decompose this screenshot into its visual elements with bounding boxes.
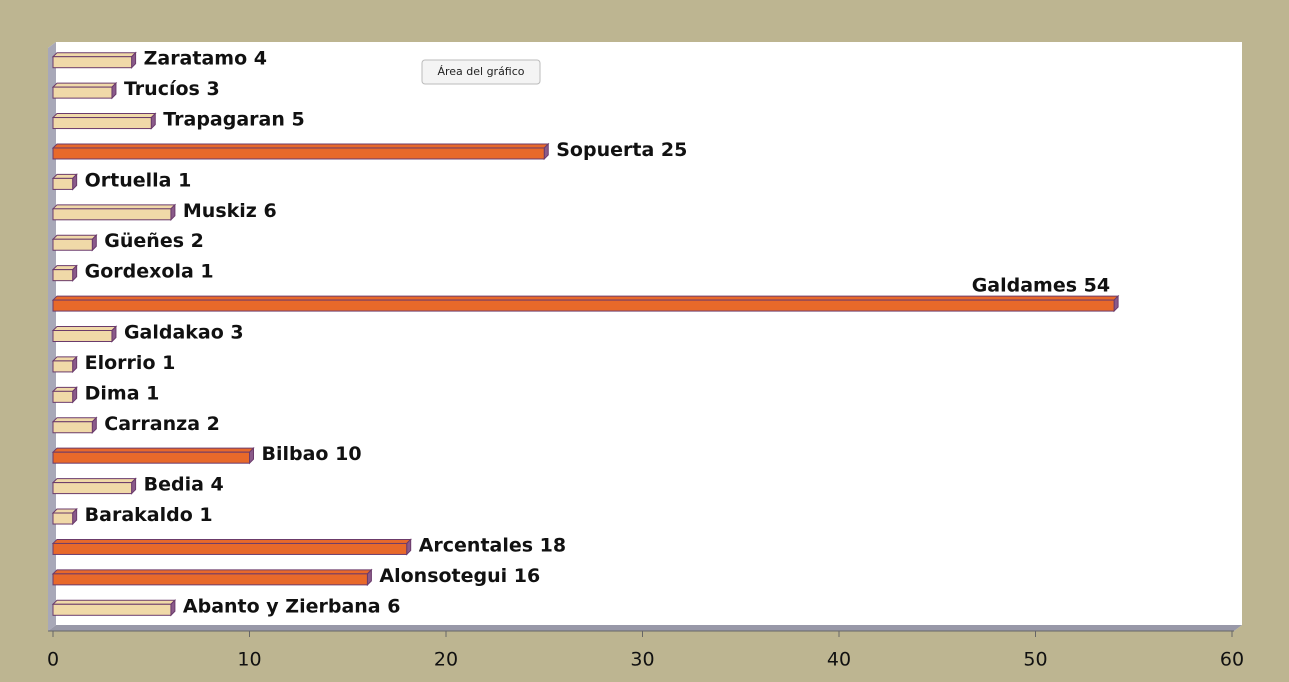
bar-top (51, 295, 1120, 301)
bar (52, 86, 113, 99)
tooltip-box (421, 59, 541, 85)
bar (52, 269, 74, 282)
data-label: Sopuerta 25 (556, 139, 687, 161)
data-label: Galdakao 3 (124, 322, 244, 344)
data-label: Trucíos 3 (124, 78, 220, 100)
bar-top (51, 569, 373, 575)
data-label: Dima 1 (85, 382, 160, 404)
x-tick-label: 40 (827, 649, 851, 671)
bar (52, 56, 133, 69)
plot-area (48, 42, 1242, 631)
data-label: Bedia 4 (144, 474, 224, 496)
data-label: Elorrio 1 (85, 352, 176, 374)
data-label: Gordexola 1 (85, 261, 214, 283)
bar (52, 512, 74, 525)
bar (52, 147, 545, 160)
bar-top (51, 417, 98, 423)
bar (52, 208, 172, 221)
bar (52, 451, 250, 464)
tooltip: Área del gráfico (437, 65, 524, 78)
data-label: Ortuella 1 (85, 169, 192, 191)
x-tick-label: 10 (237, 649, 261, 671)
data-label: Carranza 2 (104, 413, 220, 435)
bar-top (51, 113, 157, 119)
data-label: Trapagaran 5 (163, 109, 304, 131)
bar (52, 603, 172, 616)
bar-top (51, 478, 137, 484)
bar-top (51, 447, 255, 453)
bar-top (51, 538, 412, 544)
bar-top (51, 204, 177, 210)
bar (52, 117, 152, 130)
data-label: Barakaldo 1 (85, 504, 213, 526)
bar-top (51, 599, 177, 605)
x-tick-label: 0 (47, 649, 59, 671)
bar (52, 238, 93, 251)
data-label: Abanto y Zierbana 6 (183, 595, 401, 617)
data-label: Alonsotegui 16 (379, 565, 540, 587)
x-tick-label: 50 (1023, 649, 1047, 671)
bar (52, 482, 133, 495)
bar-top (51, 234, 98, 240)
x-tick-label: 30 (630, 649, 654, 671)
data-label: Galdames 54 (972, 275, 1110, 297)
data-label: Arcentales 18 (419, 534, 566, 556)
bar (52, 421, 93, 434)
data-label: Bilbao 10 (262, 443, 362, 465)
bar (52, 177, 74, 190)
floor (48, 625, 1242, 631)
bar-top (51, 52, 137, 58)
bar (52, 542, 408, 555)
data-label: Güeñes 2 (104, 230, 204, 252)
bar-top (51, 326, 118, 331)
x-tick-label: 20 (434, 649, 458, 671)
x-tick-label: 60 (1220, 649, 1244, 671)
bar-top (51, 143, 550, 149)
bar (52, 360, 74, 373)
bar (52, 330, 113, 342)
bar (52, 390, 74, 403)
bar (52, 573, 368, 586)
data-label: Muskiz 6 (183, 200, 277, 222)
data-label: Zaratamo 4 (144, 48, 267, 70)
bar-top (51, 82, 118, 88)
bar (52, 299, 1115, 312)
